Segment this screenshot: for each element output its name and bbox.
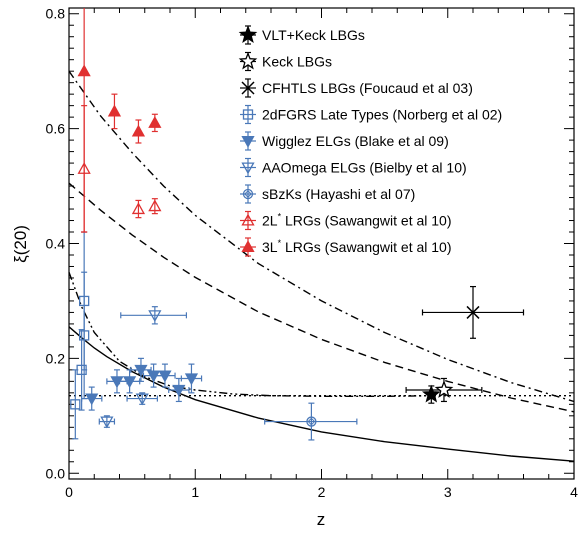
legend-label: CFHTLS LBGs (Foucaud et al 03): [262, 80, 473, 96]
series-6: [264, 402, 358, 441]
legend-entry: 2dFGRS Late Types (Norberg et al 02): [240, 104, 502, 125]
marker-up-triangle: [107, 104, 122, 117]
series-1: [405, 377, 483, 403]
legend-entry: sBzKs (Hayashi et al 07): [240, 184, 415, 204]
marker-down-triangle: [184, 373, 199, 386]
svg-text:ξ(20): ξ(20): [11, 225, 30, 263]
legend-entry: Wigglez ELGs (Blake et al 09): [240, 131, 449, 151]
marker-diamond-inner: [244, 190, 252, 198]
marker-up-triangle: [241, 213, 255, 226]
y-tick-label: 0.4: [46, 236, 66, 252]
marker-up-triangle: [77, 64, 91, 77]
model-curve-dashed: [68, 182, 575, 413]
model-curve-solid: [68, 326, 575, 462]
legend: VLT+Keck LBGs Keck LBGs CFHTLS LBGs (Fouca…: [238, 25, 502, 257]
x-tick-label: 4: [570, 484, 578, 500]
y-tick-label: 0.6: [46, 121, 66, 137]
legend-label: Keck LBGs: [262, 54, 332, 70]
x-axis-label: z: [317, 510, 326, 529]
marker-down-triangle: [122, 376, 137, 389]
y-tick-label: 0.0: [46, 465, 66, 481]
y-axis-label-main: ξ: [11, 255, 30, 263]
legend-entry: AAOmega ELGs (Bielby et al 10): [240, 157, 467, 178]
y-axis-label: ξ(20): [11, 225, 30, 263]
y-axis-label-arg: (20): [11, 225, 30, 255]
axis-ticks: 0 1 2 3 4 0.0 0.2 0.4 0.6 0.8: [46, 6, 579, 500]
y-tick-label: 0.8: [46, 6, 66, 22]
marker-asterisk: [466, 305, 480, 319]
marker-down-triangle: [241, 135, 255, 148]
marker-diamond-inner: [307, 417, 316, 426]
legend-label: 2L* LRGs (Sawangwit et al 10): [262, 212, 452, 229]
legend-label: Wigglez ELGs (Blake et al 09): [262, 133, 449, 149]
x-tick-label: 1: [191, 484, 199, 500]
model-curve-dashdot: [68, 70, 575, 403]
series-8: [77, 8, 162, 233]
marker-up-triangle: [131, 124, 146, 137]
legend-entry: Keck LBGs: [238, 51, 332, 72]
series-2: [421, 285, 525, 339]
marker-star: [434, 380, 454, 398]
marker-asterisk: [241, 81, 255, 95]
legend-entry: CFHTLS LBGs (Foucaud et al 03): [240, 78, 473, 98]
marker-down-triangle: [241, 162, 255, 175]
marker-down-triangle: [172, 384, 186, 397]
marker-star: [421, 384, 441, 403]
series-0: [421, 384, 441, 404]
model-curves: [68, 70, 575, 462]
series-7: [77, 105, 162, 233]
data-points: [70, 8, 525, 441]
x-tick-label: 3: [444, 484, 452, 500]
marker-up-triangle: [148, 199, 162, 212]
legend-entry: 2L* LRGs (Sawangwit et al 10): [240, 210, 452, 231]
legend-label: 2dFGRS Late Types (Norberg et al 02): [262, 107, 502, 123]
marker-square: [70, 399, 81, 410]
marker-up-triangle: [148, 116, 162, 128]
marker-diamond: [306, 416, 317, 427]
marker-down-triangle: [134, 364, 148, 377]
marker-down-triangle: [100, 416, 114, 429]
marker-down-triangle: [148, 310, 162, 323]
marker-up-triangle: [241, 240, 255, 253]
marker-down-triangle: [135, 393, 149, 406]
x-tick-label: 0: [65, 484, 73, 500]
legend-entry: 3L* LRGs (Sawangwit et al 10): [240, 237, 452, 257]
marker-square: [79, 295, 90, 307]
marker-down-triangle: [85, 393, 99, 406]
marker-up-triangle: [131, 202, 146, 215]
x-tick-label: 2: [318, 484, 326, 500]
y-tick-label: 0.2: [46, 350, 66, 366]
marker-star: [238, 25, 258, 43]
marker-star: [238, 51, 258, 70]
legend-label: VLT+Keck LBGs: [262, 27, 365, 43]
legend-label: AAOmega ELGs (Bielby et al 10): [262, 160, 467, 176]
legend-entry: VLT+Keck LBGs: [238, 25, 365, 45]
series-5: [98, 306, 188, 429]
marker-down-triangle: [158, 370, 172, 383]
marker-diamond: [242, 188, 254, 200]
legend-label: sBzKs (Hayashi et al 07): [262, 186, 415, 202]
legend-label: 3L* LRGs (Sawangwit et al 10): [262, 238, 452, 255]
series-4: [81, 357, 203, 411]
marker-square: [242, 109, 254, 120]
